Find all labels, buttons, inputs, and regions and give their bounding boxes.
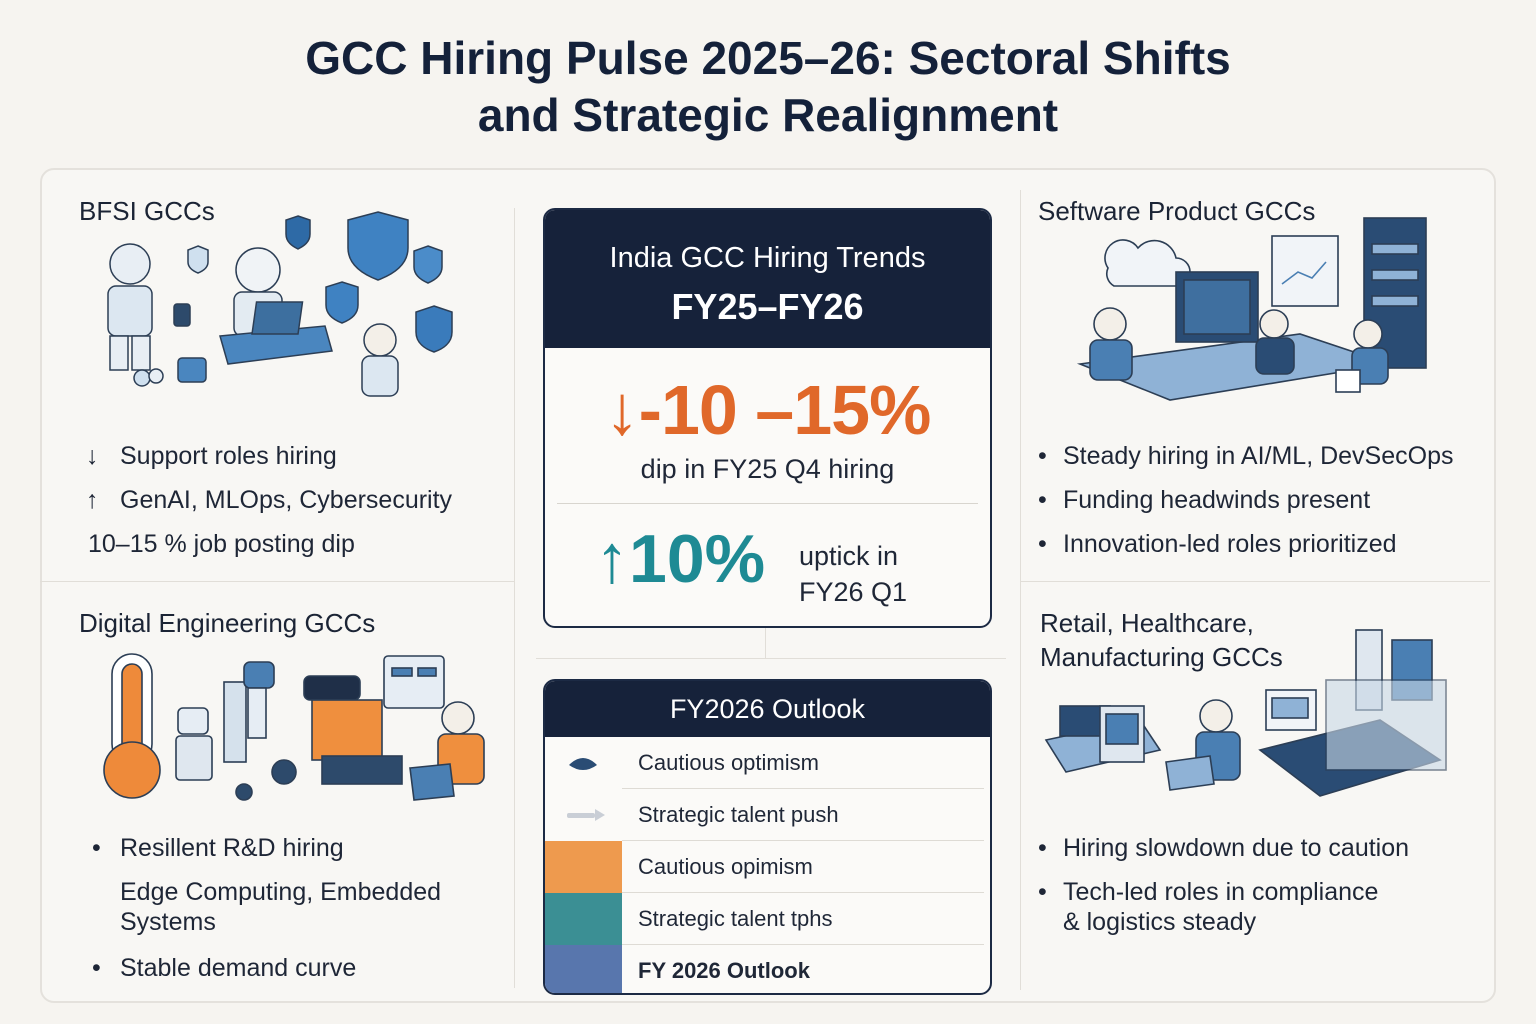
software-title: Seftware Product GCCs <box>1038 196 1316 226</box>
outlook-label: Cautious opimism <box>638 854 813 879</box>
bullet-text: Systems <box>120 908 216 936</box>
divider-left-h <box>40 581 514 582</box>
dip-value: ↓-10 –15% <box>604 371 932 449</box>
row-divider <box>622 840 984 841</box>
bullet-dot: • <box>1038 878 1047 906</box>
list-item: ↓ Support roles hiring <box>86 442 337 471</box>
outlook-label: Cautious optimism <box>638 750 819 775</box>
outlook-row: Strategic talent tphs <box>545 893 990 945</box>
list-item: • Innovation-led roles prioritized <box>1038 530 1397 559</box>
software-illustration <box>1076 217 1427 401</box>
bullet-text: Support roles hiring <box>120 442 337 470</box>
bullet-text: GenAI, MLOps, Cybersecurity <box>120 486 453 514</box>
divider-left <box>514 208 515 988</box>
bullet-text: Tech-led roles in compliance <box>1063 878 1379 906</box>
bullet-text: Innovation-led roles prioritized <box>1063 530 1397 558</box>
list-item: • Resillent R&D hiring <box>92 834 344 863</box>
bullet-dot: • <box>1038 530 1047 558</box>
title-line-2: and Strategic Realignment <box>477 89 1059 141</box>
trends-separator <box>557 503 978 504</box>
bullet-text: Stable demand curve <box>120 954 357 982</box>
bullet-dot: • <box>1038 834 1047 862</box>
uptick-caption: uptick in FY26 Q1 <box>799 538 907 610</box>
list-item: • Tech-led roles in compliance <box>1038 878 1378 907</box>
divider-right <box>1020 190 1021 990</box>
bfsi-illustration <box>107 211 453 397</box>
outlook-row: Cautious opimism <box>545 841 990 893</box>
bullet-text: Hiring slowdown due to caution <box>1063 834 1410 862</box>
row-divider <box>622 944 984 945</box>
down-arrow-icon: ↓ <box>86 442 99 470</box>
bullet-text: Funding headwinds present <box>1063 486 1371 514</box>
eye-icon <box>545 737 622 789</box>
page-title: GCC Hiring Pulse 2025–26: Sectoral Shift… <box>0 30 1536 144</box>
list-item: ↑ GenAI, MLOps, Cybersecurity <box>86 486 452 515</box>
divider-center-v <box>765 628 766 658</box>
bullet-dot: • <box>92 834 101 862</box>
list-item: • Stable demand curve <box>92 954 356 983</box>
bullet-dot: • <box>1038 442 1047 470</box>
arrow-icon <box>545 789 622 841</box>
outlook-label: FY 2026 Outlook <box>638 958 810 983</box>
outlook-label: Strategic talent push <box>638 802 839 827</box>
list-item: • Steady hiring in AI/ML, DevSecOps <box>1038 442 1453 471</box>
bullet-text: Steady hiring in AI/ML, DevSecOps <box>1063 442 1454 470</box>
divider-right-h <box>1020 581 1490 582</box>
list-item: & logistics steady <box>1063 908 1256 937</box>
list-item: Edge Computing, Embedded <box>120 878 441 907</box>
bullet-text: Resillent R&D hiring <box>120 834 344 862</box>
outlook-row: Strategic talent push <box>545 789 990 841</box>
row-divider <box>622 788 984 789</box>
teal-swatch <box>545 893 622 945</box>
bullet-text: 10–15 % job posting dip <box>88 530 355 558</box>
bullet-dot: • <box>1038 486 1047 514</box>
blue-swatch <box>545 945 622 993</box>
bullet-dot: • <box>92 954 101 982</box>
outlook-title: FY2026 Outlook <box>545 681 990 737</box>
row-divider <box>622 892 984 893</box>
orange-swatch <box>545 841 622 893</box>
retail-title-line-1: Retail, Healthcare, <box>1040 608 1254 638</box>
outlook-row: FY 2026 Outlook <box>545 945 990 993</box>
trends-period: FY25–FY26 <box>671 286 864 327</box>
up-arrow-icon: ↑ <box>86 486 99 514</box>
outlook-row: Cautious optimism <box>545 737 990 789</box>
divider-center-h <box>536 658 1006 659</box>
hiring-trends-card: India GCC Hiring Trends FY25–FY26 ↓-10 –… <box>543 208 992 628</box>
trends-header: India GCC Hiring Trends FY25–FY26 <box>545 210 990 348</box>
uptick-caption-line-2: FY26 Q1 <box>799 577 908 607</box>
dip-caption: dip in FY25 Q4 hiring <box>640 454 895 484</box>
bullet-text: & logistics steady <box>1063 908 1257 936</box>
uptick-value: ↑10% <box>595 521 766 597</box>
title-line-1: GCC Hiring Pulse 2025–26: Sectoral Shift… <box>305 32 1231 84</box>
uptick-caption-line-1: uptick in <box>799 541 899 571</box>
digital-illustration <box>103 653 485 801</box>
list-item: 10–15 % job posting dip <box>88 530 355 559</box>
list-item: • Hiring slowdown due to caution <box>1038 834 1409 863</box>
bfsi-title: BFSI GCCs <box>79 196 215 226</box>
trends-title: India GCC Hiring Trends <box>609 242 926 274</box>
digital-title: Digital Engineering GCCs <box>79 608 376 638</box>
retail-title-line-2: Manufacturing GCCs <box>1040 642 1283 672</box>
outlook-card: FY2026 Outlook Cautious optimism Strateg… <box>543 679 992 995</box>
bullet-text: Edge Computing, Embedded <box>120 878 442 906</box>
retail-illustration <box>1044 629 1447 797</box>
list-item: Systems <box>120 908 216 937</box>
outlook-label: Strategic talent tphs <box>638 906 833 931</box>
list-item: • Funding headwinds present <box>1038 486 1370 515</box>
retail-title: Retail, Healthcare, Manufacturing GCCs <box>1040 606 1283 674</box>
